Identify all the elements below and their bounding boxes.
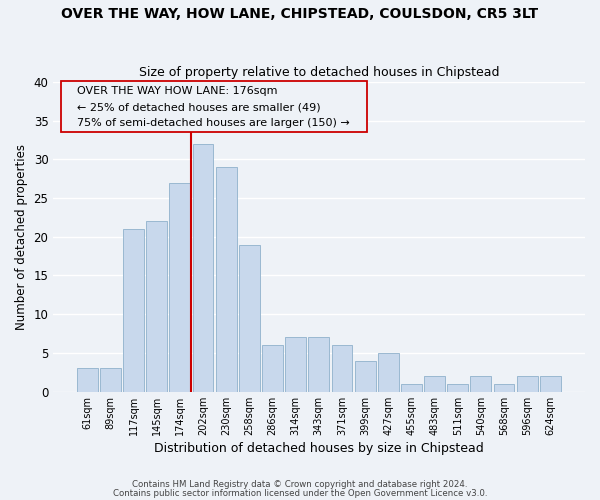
Text: Contains HM Land Registry data © Crown copyright and database right 2024.: Contains HM Land Registry data © Crown c…	[132, 480, 468, 489]
Title: Size of property relative to detached houses in Chipstead: Size of property relative to detached ho…	[139, 66, 499, 80]
FancyBboxPatch shape	[61, 80, 367, 132]
Y-axis label: Number of detached properties: Number of detached properties	[15, 144, 28, 330]
Text: 75% of semi-detached houses are larger (150) →: 75% of semi-detached houses are larger (…	[77, 118, 349, 128]
Bar	[216, 167, 236, 392]
Text: OVER THE WAY, HOW LANE, CHIPSTEAD, COULSDON, CR5 3LT: OVER THE WAY, HOW LANE, CHIPSTEAD, COULS…	[61, 8, 539, 22]
Bar	[424, 376, 445, 392]
Bar	[262, 345, 283, 392]
Bar	[239, 244, 260, 392]
Bar	[77, 368, 98, 392]
Text: ← 25% of detached houses are smaller (49): ← 25% of detached houses are smaller (49…	[77, 102, 320, 112]
Text: Contains public sector information licensed under the Open Government Licence v3: Contains public sector information licen…	[113, 488, 487, 498]
Bar	[193, 144, 214, 392]
Bar	[378, 353, 398, 392]
Bar	[100, 368, 121, 392]
Bar	[332, 345, 352, 392]
Bar	[470, 376, 491, 392]
Bar	[355, 360, 376, 392]
Bar	[146, 222, 167, 392]
Bar	[169, 182, 190, 392]
Bar	[540, 376, 561, 392]
Bar	[494, 384, 514, 392]
Bar	[448, 384, 468, 392]
Bar	[285, 338, 306, 392]
Bar	[517, 376, 538, 392]
Bar	[123, 229, 144, 392]
Bar	[401, 384, 422, 392]
Bar	[308, 338, 329, 392]
X-axis label: Distribution of detached houses by size in Chipstead: Distribution of detached houses by size …	[154, 442, 484, 455]
Text: OVER THE WAY HOW LANE: 176sqm: OVER THE WAY HOW LANE: 176sqm	[77, 86, 277, 96]
